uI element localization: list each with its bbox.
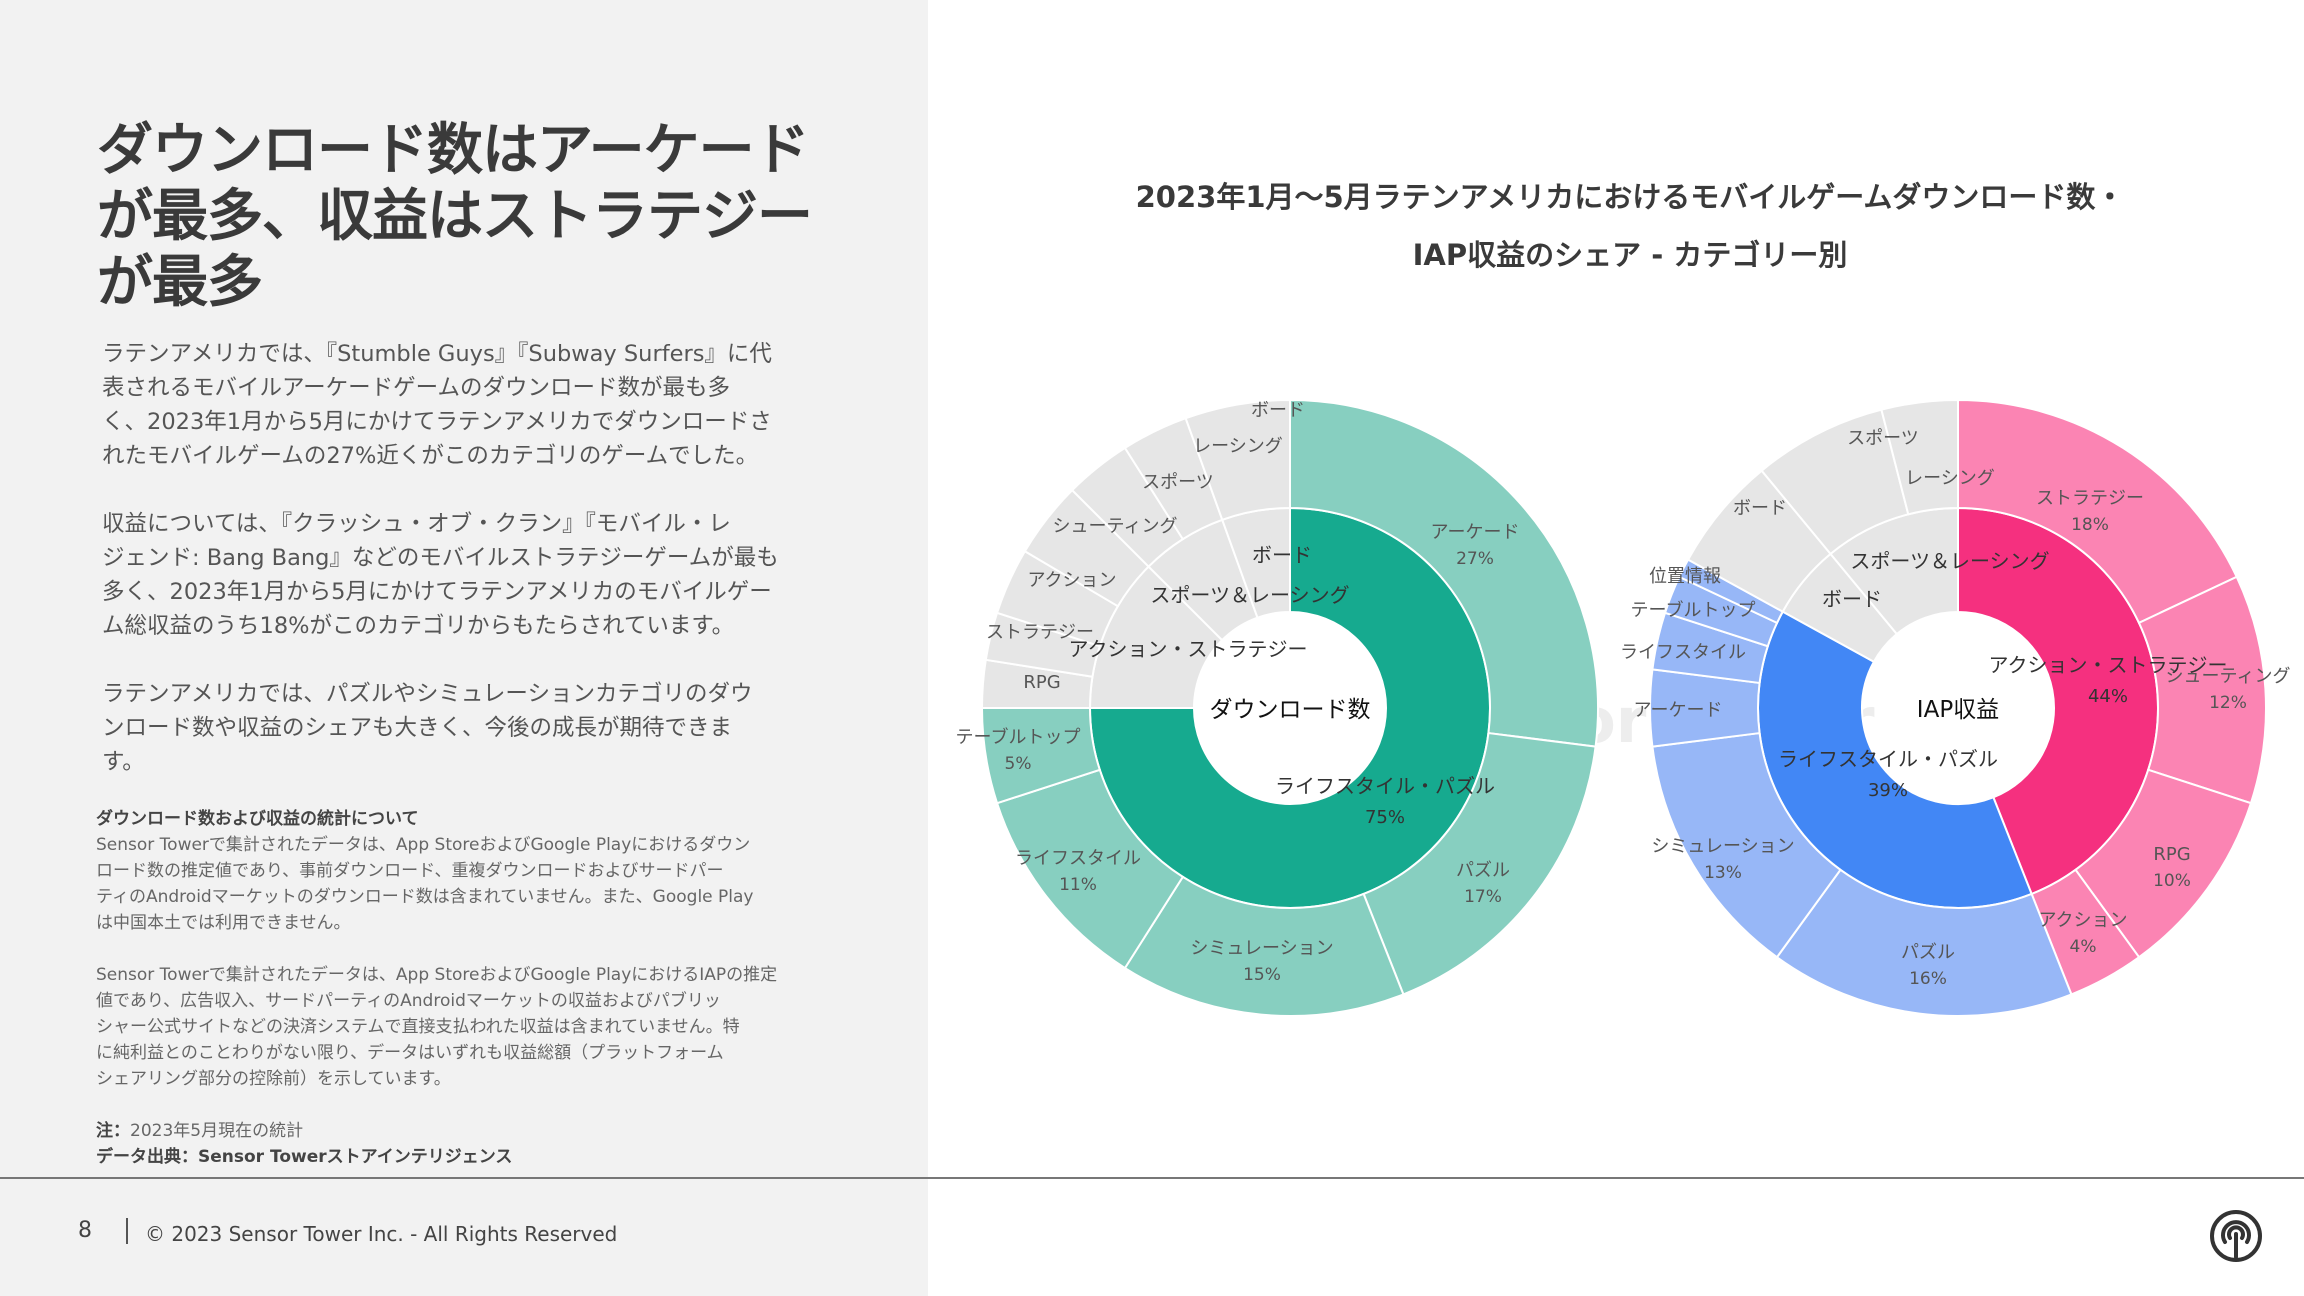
outer-category-label: ボード bbox=[1251, 400, 1305, 421]
outer-category-label: レーシング bbox=[1193, 436, 1283, 457]
note-line: シャー公式サイトなどの決済システムで直接支払われた収益は含まれていません。特 bbox=[96, 1017, 740, 1037]
inner-category-label: アクション・ストラテジー bbox=[1069, 637, 1308, 661]
text-line: ラテンアメリカでは、パズルやシミュレーションカテゴリのダウ bbox=[102, 681, 753, 707]
note-line: ティのAndroidマーケットのダウンロード数は含まれていません。また、Goog… bbox=[96, 887, 754, 907]
note-line: 値であり、広告収入、サードパーティのAndroidマーケットの収益およびパブリッ bbox=[96, 991, 721, 1011]
outer-value-label: 11% bbox=[1059, 875, 1097, 895]
headline-line: が最多 bbox=[97, 250, 263, 315]
center-label: IAP収益 bbox=[1917, 697, 1999, 723]
outer-category-label: テーブルトップ bbox=[1631, 599, 1756, 621]
paragraph-outlook: ラテンアメリカでは、パズルやシミュレーションカテゴリのダウ ンロード数や収益のシ… bbox=[102, 677, 792, 779]
outer-category-label: スポーツ bbox=[1847, 428, 1919, 449]
outer-category-label: シミュレーション bbox=[1190, 938, 1333, 959]
outer-category-label: ストラテジー bbox=[986, 622, 1094, 643]
outer-segment-ボード bbox=[1184, 398, 1291, 522]
outer-category-label: ボード bbox=[1733, 498, 1787, 519]
outer-value-label: 12% bbox=[2209, 693, 2247, 713]
inner-value-label: 39% bbox=[1868, 780, 1908, 801]
page-number: 8 bbox=[78, 1218, 92, 1243]
sunburst-charts: Sensor Towerダウンロード数ライフスタイル・パズル75%アクション・ス… bbox=[956, 398, 2291, 1017]
outer-category-label: アーケード bbox=[1431, 522, 1520, 543]
source-text: Sensor Towerストアインテリジェンス bbox=[198, 1147, 513, 1167]
text-line: ンロード数や収益のシェアも大きく、今後の成長が期待できま bbox=[102, 715, 733, 741]
inner-value-label: 75% bbox=[1365, 807, 1405, 828]
outer-category-label: パズル bbox=[1901, 942, 1955, 963]
note-line: Sensor Towerで集計されたデータは、App StoreおよびGoogl… bbox=[96, 965, 778, 985]
sensor-tower-logo-icon bbox=[2210, 1210, 2262, 1262]
outer-category-label: ストラテジー bbox=[2036, 488, 2144, 509]
inner-category-label: スポーツ＆レーシング bbox=[1850, 549, 2049, 573]
center-label: ダウンロード数 bbox=[1210, 697, 1371, 723]
inner-category-label: ボード bbox=[1822, 587, 1882, 611]
outer-value-label: 27% bbox=[1456, 549, 1494, 569]
headline-line: が最多、収益はストラテジー bbox=[97, 184, 813, 249]
footer-separator bbox=[126, 1218, 128, 1244]
outer-value-label: 13% bbox=[1704, 863, 1742, 883]
text-line: ラテンアメリカでは、『Stumble Guys』『Subway Surfers』… bbox=[102, 341, 772, 367]
copyright: © 2023 Sensor Tower Inc. - All Rights Re… bbox=[145, 1222, 618, 1246]
inner-category-label: ライフスタイル・パズル bbox=[1275, 774, 1495, 798]
headline: ダウンロード数はアーケード が最多、収益はストラテジー が最多 bbox=[97, 118, 817, 316]
outer-value-label: 4% bbox=[2070, 937, 2097, 957]
outer-category-label: シューティング bbox=[2166, 666, 2291, 687]
inner-category-label: ライフスタイル・パズル bbox=[1778, 747, 1998, 771]
outer-category-label: RPG bbox=[2153, 844, 2190, 865]
outer-category-label: レーシング bbox=[1905, 468, 1995, 489]
text-line: く、2023年1月から5月にかけてラテンアメリカでダウンロードさ bbox=[102, 409, 772, 435]
outer-category-label: RPG bbox=[1023, 672, 1060, 693]
left-panel: ダウンロード数はアーケード が最多、収益はストラテジー が最多 ラテンアメリカで… bbox=[0, 0, 928, 1296]
outer-category-label: パズル bbox=[1456, 860, 1510, 881]
paragraph-revenue: 収益については、『クラッシュ・オブ・クラン』『モバイル・レ ジェンド: Bang… bbox=[102, 507, 792, 643]
inner-category-label: ボード bbox=[1252, 543, 1312, 567]
stats-note-revenue: Sensor Towerで集計されたデータは、App StoreおよびGoogl… bbox=[96, 962, 796, 1092]
outer-category-label: アーケード bbox=[1634, 700, 1723, 721]
outer-category-label: アクション bbox=[1027, 570, 1116, 591]
outer-category-label: ライフスタイル bbox=[1620, 642, 1746, 663]
chart-title-line: IAP収益のシェア - カテゴリー別 bbox=[1412, 238, 1848, 272]
outer-value-label: 10% bbox=[2153, 871, 2191, 891]
stats-note-downloads: ダウンロード数および収益の統計について Sensor Towerで集計されたデー… bbox=[96, 806, 796, 936]
note-line: に純利益とのことわりがない限り、データはいずれも収益総額（プラットフォーム bbox=[96, 1043, 724, 1063]
headline-line: ダウンロード数はアーケード bbox=[97, 118, 810, 183]
outer-category-label: スポーツ bbox=[1142, 472, 1214, 493]
note-label: 注： bbox=[96, 1121, 130, 1141]
outer-category-label: 位置情報 bbox=[1649, 566, 1721, 587]
text-line: 表されるモバイルアーケードゲームのダウンロード数が最も多 bbox=[102, 375, 730, 401]
text-line: ジェンド: Bang Bang』などのモバイルストラテジーゲームが最も bbox=[102, 545, 779, 571]
text-line: 収益については、『クラッシュ・オブ・クラン』『モバイル・レ bbox=[102, 511, 731, 537]
text-line: ム総収益のうち18%がこのカテゴリからもたらされています。 bbox=[102, 613, 735, 639]
outer-category-label: アクション bbox=[2038, 910, 2127, 931]
inner-category-label: スポーツ＆レーシング bbox=[1150, 583, 1349, 607]
outer-value-label: 17% bbox=[1464, 887, 1502, 907]
outer-segment-アーケード bbox=[1289, 398, 1599, 748]
note-line: Sensor Towerで集計されたデータは、App StoreおよびGoogl… bbox=[96, 835, 751, 855]
outer-category-label: シューティング bbox=[1053, 516, 1178, 537]
text-line: す。 bbox=[102, 749, 145, 775]
chart-title: 2023年1月〜5月ラテンアメリカにおけるモバイルゲームダウンロード数・ IAP… bbox=[980, 168, 2280, 284]
outer-category-label: テーブルトップ bbox=[956, 726, 1081, 748]
outer-value-label: 5% bbox=[1005, 754, 1032, 774]
note-line: は中国本土では利用できません。 bbox=[96, 913, 351, 933]
outer-segment-レーシング bbox=[1880, 398, 1959, 516]
chart-title-line: 2023年1月〜5月ラテンアメリカにおけるモバイルゲームダウンロード数・ bbox=[1135, 180, 2125, 214]
outer-value-label: 16% bbox=[1909, 969, 1947, 989]
source-note: 注：2023年5月現在の統計 データ出典：Sensor Towerストアインテリ… bbox=[96, 1118, 796, 1170]
note-line: ロード数の推定値であり、事前ダウンロード、重複ダウンロードおよびサードパー bbox=[96, 861, 724, 881]
stats-heading: ダウンロード数および収益の統計について bbox=[96, 809, 419, 829]
outer-value-label: 15% bbox=[1243, 965, 1281, 985]
paragraph-downloads: ラテンアメリカでは、『Stumble Guys』『Subway Surfers』… bbox=[102, 337, 792, 473]
inner-value-label: 44% bbox=[2088, 686, 2128, 707]
outer-category-label: ライフスタイル bbox=[1015, 848, 1141, 869]
note-line: シェアリング部分の控除前）を示しています。 bbox=[96, 1069, 451, 1089]
text-line: れたモバイルゲームの27%近くがこのカテゴリのゲームでした。 bbox=[102, 443, 759, 469]
outer-value-label: 18% bbox=[2071, 515, 2109, 535]
outer-category-label: シミュレーション bbox=[1651, 836, 1794, 857]
text-line: 多く、2023年1月から5月にかけてラテンアメリカのモバイルゲー bbox=[102, 579, 772, 605]
note-text: 2023年5月現在の統計 bbox=[130, 1121, 304, 1141]
source-label: データ出典： bbox=[96, 1147, 198, 1167]
footer-divider bbox=[0, 1177, 2304, 1179]
inner-category-label: アクション・ストラテジー bbox=[1989, 653, 2228, 677]
